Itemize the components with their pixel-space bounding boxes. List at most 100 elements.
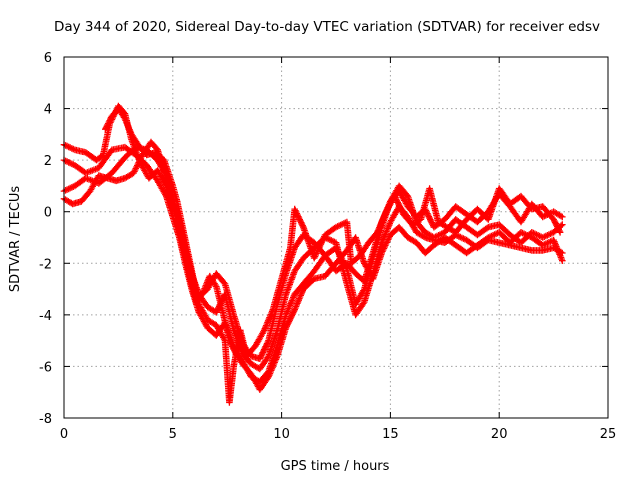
data-point <box>395 200 402 208</box>
data-point <box>133 163 140 171</box>
data-point <box>556 251 563 258</box>
data-point <box>384 236 392 243</box>
data-point <box>227 340 235 347</box>
data-point <box>334 223 341 230</box>
y-tick-label: 0 <box>44 206 52 221</box>
data-point <box>287 300 294 307</box>
data-point <box>285 318 293 325</box>
data-point <box>396 203 404 211</box>
chart-title: Day 344 of 2020, Sidereal Day-to-day VTE… <box>54 19 600 35</box>
data-point <box>270 360 278 368</box>
data-point <box>329 237 337 245</box>
data-point <box>398 206 405 214</box>
data-point <box>379 248 386 255</box>
data-point <box>132 165 140 172</box>
data-point <box>266 312 274 320</box>
data-point <box>62 187 69 194</box>
data-point <box>379 246 387 254</box>
data-point <box>553 223 561 230</box>
data-point <box>265 373 272 380</box>
data-point <box>382 240 390 248</box>
data-point <box>425 213 433 220</box>
data-point <box>360 300 367 307</box>
data-point <box>435 232 442 239</box>
data-point <box>534 232 542 239</box>
data-point <box>391 192 399 200</box>
data-point <box>552 220 560 227</box>
data-point <box>398 208 406 215</box>
y-tick-label: -6 <box>39 360 52 375</box>
data-point <box>200 286 208 294</box>
data-point <box>523 232 531 239</box>
data-point <box>284 319 292 327</box>
data-point <box>130 169 137 177</box>
data-point <box>121 115 129 123</box>
data-point <box>380 245 388 252</box>
series-track-4 <box>60 138 566 393</box>
x-tick-label: 10 <box>273 427 290 442</box>
data-point <box>426 214 433 222</box>
data-point <box>397 205 404 212</box>
data-point <box>62 157 69 165</box>
data-point <box>263 341 270 349</box>
data-point <box>292 207 299 214</box>
y-tick-label: -2 <box>39 257 52 272</box>
data-point <box>295 214 303 222</box>
data-point <box>258 350 266 358</box>
data-point <box>212 281 219 289</box>
data-point <box>547 230 554 238</box>
data-point <box>289 309 297 316</box>
data-point <box>257 353 264 361</box>
data-point <box>427 217 435 225</box>
data-point <box>428 219 435 226</box>
x-tick-label: 15 <box>382 427 399 442</box>
data-point <box>107 115 114 123</box>
data-point <box>381 243 388 251</box>
data-point <box>427 216 434 223</box>
data-point <box>68 184 76 191</box>
data-point <box>68 160 76 168</box>
data-point <box>313 248 321 256</box>
data-point <box>260 347 267 355</box>
data-point <box>291 205 298 213</box>
y-tick-label: -4 <box>39 309 52 324</box>
y-tick-label: -8 <box>39 412 52 427</box>
data-point <box>544 239 551 247</box>
data-point <box>289 310 296 318</box>
data-point <box>284 321 291 328</box>
data-point <box>286 316 293 324</box>
data-point <box>337 221 344 229</box>
data-point <box>295 213 302 220</box>
data-point <box>556 229 564 236</box>
data-point <box>559 221 566 228</box>
x-tick-label: 0 <box>60 427 68 442</box>
data-point <box>297 219 305 226</box>
data-point <box>65 185 72 193</box>
data-point <box>65 159 72 166</box>
data-point <box>104 120 112 127</box>
data-point <box>294 211 301 219</box>
data-point <box>124 121 131 129</box>
x-tick-label: 25 <box>600 427 617 442</box>
data-point <box>122 118 130 126</box>
data-point <box>320 234 327 242</box>
data-point <box>290 307 298 315</box>
data-point <box>298 288 306 296</box>
data-point <box>136 157 143 165</box>
data-point <box>554 224 562 232</box>
data-point <box>261 344 269 352</box>
y-tick-label: 6 <box>44 51 52 66</box>
data-point <box>544 232 551 239</box>
data-point <box>486 233 494 241</box>
data-point <box>393 197 401 205</box>
data-point <box>455 233 463 240</box>
data-point <box>557 212 565 220</box>
data-point <box>135 159 142 166</box>
data-point <box>312 251 319 259</box>
data-point <box>283 322 290 330</box>
series-track-5 <box>102 105 564 406</box>
data-point <box>298 220 306 228</box>
data-point <box>383 239 391 246</box>
data-point <box>385 234 393 242</box>
